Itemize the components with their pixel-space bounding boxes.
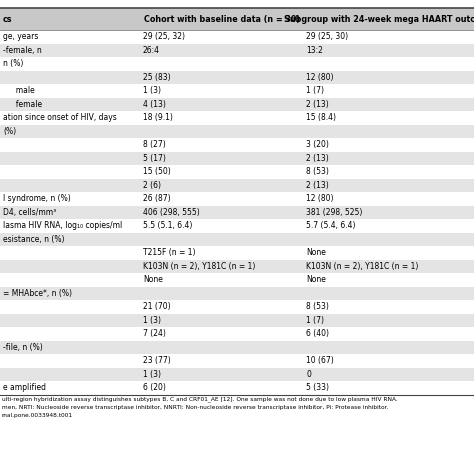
Bar [0, 98, 474, 111]
Text: 3 (20): 3 (20) [306, 140, 329, 149]
Text: 2 (13): 2 (13) [306, 181, 329, 190]
Text: 5 (33): 5 (33) [306, 383, 329, 392]
Text: men, NRTI: Nucleoside reverse transcriptase inhibitor, NNRTI: Non-nucleoside rev: men, NRTI: Nucleoside reverse transcript… [2, 404, 388, 410]
Bar [0, 192, 474, 206]
Text: T215F (n = 1): T215F (n = 1) [143, 248, 195, 257]
Text: rnal.pone.0033948.t001: rnal.pone.0033948.t001 [2, 412, 73, 418]
Text: 406 (298, 555): 406 (298, 555) [143, 208, 200, 217]
Bar [0, 354, 474, 367]
Bar [0, 71, 474, 84]
Text: D4, cells/mm³: D4, cells/mm³ [3, 208, 56, 217]
Bar [0, 8, 474, 30]
Text: 8 (53): 8 (53) [306, 167, 329, 176]
Text: 15 (50): 15 (50) [143, 167, 171, 176]
Text: cs: cs [3, 15, 12, 24]
Text: 1 (3): 1 (3) [143, 86, 161, 95]
Text: 6 (20): 6 (20) [143, 383, 166, 392]
Bar [0, 313, 474, 327]
Text: l syndrome, n (%): l syndrome, n (%) [3, 194, 71, 203]
Bar [0, 327, 474, 340]
Text: 10 (67): 10 (67) [306, 356, 334, 365]
Text: ation since onset of HIV, days: ation since onset of HIV, days [3, 113, 117, 122]
Text: 8 (27): 8 (27) [143, 140, 165, 149]
Bar [0, 138, 474, 152]
Text: 26 (87): 26 (87) [143, 194, 171, 203]
Text: e amplified: e amplified [3, 383, 46, 392]
Bar [0, 111, 474, 125]
Text: 26:4: 26:4 [143, 46, 160, 55]
Bar [0, 273, 474, 286]
Text: None: None [306, 275, 326, 284]
Text: None: None [306, 248, 326, 257]
Text: 5.7 (5.4, 6.4): 5.7 (5.4, 6.4) [306, 221, 356, 230]
Bar [0, 300, 474, 313]
Bar [0, 44, 474, 57]
Text: K103N (n = 2), Y181C (n = 1): K103N (n = 2), Y181C (n = 1) [306, 262, 419, 271]
Text: 2 (6): 2 (6) [143, 181, 161, 190]
Text: 21 (70): 21 (70) [143, 302, 171, 311]
Bar [0, 84, 474, 98]
Text: 13:2: 13:2 [306, 46, 323, 55]
Bar [0, 219, 474, 233]
Text: 12 (80): 12 (80) [306, 73, 334, 82]
Text: (%): (%) [3, 127, 16, 136]
Bar [0, 286, 474, 300]
Text: 12 (80): 12 (80) [306, 194, 334, 203]
Text: K103N (n = 2), Y181C (n = 1): K103N (n = 2), Y181C (n = 1) [143, 262, 255, 271]
Text: 381 (298, 525): 381 (298, 525) [306, 208, 363, 217]
Text: 5.5 (5.1, 6.4): 5.5 (5.1, 6.4) [143, 221, 192, 230]
Text: ge, years: ge, years [3, 32, 38, 41]
Text: lasma HIV RNA, log₁₀ copies/ml: lasma HIV RNA, log₁₀ copies/ml [3, 221, 122, 230]
Text: 6 (40): 6 (40) [306, 329, 329, 338]
Text: -file, n (%): -file, n (%) [3, 343, 43, 352]
Bar [0, 246, 474, 259]
Text: = MHAbce*, n (%): = MHAbce*, n (%) [3, 289, 72, 298]
Text: Subgroup with 24-week mega HAART outcome: Subgroup with 24-week mega HAART outcome [283, 15, 474, 24]
Bar [0, 57, 474, 71]
Text: 2 (13): 2 (13) [306, 100, 329, 109]
Bar [0, 179, 474, 192]
Text: 1 (3): 1 (3) [143, 316, 161, 325]
Bar [0, 165, 474, 179]
Text: 1 (7): 1 (7) [306, 316, 324, 325]
Text: 23 (77): 23 (77) [143, 356, 171, 365]
Text: ulti-region hybridization assay distinguishes subtypes B, C and CRF01_AE [12]. O: ulti-region hybridization assay distingu… [2, 396, 398, 402]
Text: n (%): n (%) [3, 59, 23, 68]
Text: 5 (17): 5 (17) [143, 154, 166, 163]
Text: male: male [11, 86, 35, 95]
Bar [0, 206, 474, 219]
Text: -female, n: -female, n [3, 46, 42, 55]
Bar [0, 367, 474, 381]
Bar [0, 152, 474, 165]
Text: 1 (7): 1 (7) [306, 86, 324, 95]
Text: 8 (53): 8 (53) [306, 302, 329, 311]
Text: 29 (25, 32): 29 (25, 32) [143, 32, 185, 41]
Bar [0, 259, 474, 273]
Text: 4 (13): 4 (13) [143, 100, 166, 109]
Text: None: None [143, 275, 163, 284]
Bar [0, 233, 474, 246]
Bar [0, 381, 474, 394]
Text: 2 (13): 2 (13) [306, 154, 329, 163]
Text: Cohort with baseline data (n = 30): Cohort with baseline data (n = 30) [144, 15, 300, 24]
Text: 18 (9.1): 18 (9.1) [143, 113, 173, 122]
Bar [0, 125, 474, 138]
Text: 0: 0 [306, 370, 311, 379]
Bar [0, 340, 474, 354]
Text: 15 (8.4): 15 (8.4) [306, 113, 337, 122]
Text: esistance, n (%): esistance, n (%) [3, 235, 64, 244]
Text: 1 (3): 1 (3) [143, 370, 161, 379]
Text: 29 (25, 30): 29 (25, 30) [306, 32, 348, 41]
Text: 25 (83): 25 (83) [143, 73, 171, 82]
Text: female: female [11, 100, 42, 109]
Text: 7 (24): 7 (24) [143, 329, 166, 338]
Bar [0, 30, 474, 44]
